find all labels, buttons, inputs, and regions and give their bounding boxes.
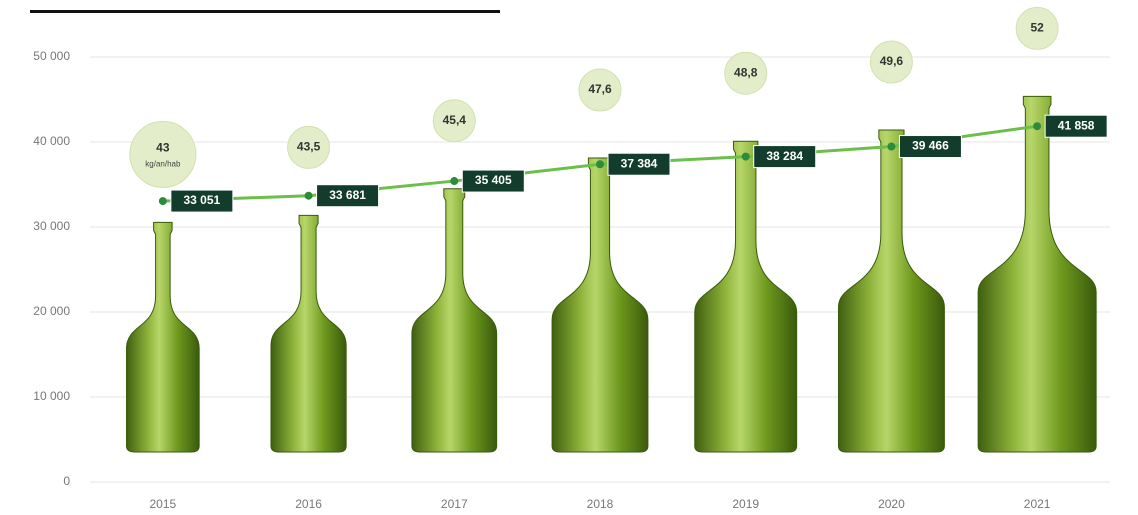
value-label: 39 466 — [912, 139, 949, 153]
y-tick-label: 30 000 — [33, 219, 70, 233]
y-tick-label: 50 000 — [33, 49, 70, 63]
bubble-label: 49,6 — [880, 54, 904, 68]
y-tick-label: 20 000 — [33, 304, 70, 318]
x-tick-label: 2020 — [878, 497, 905, 511]
y-tick-label: 0 — [63, 474, 70, 488]
bottle — [694, 140, 798, 453]
value-bubble — [1015, 6, 1059, 50]
line-point — [741, 152, 750, 161]
x-tick-label: 2018 — [587, 497, 614, 511]
value-bubble — [287, 125, 331, 169]
label-box — [753, 145, 817, 169]
value-label: 38 284 — [766, 149, 803, 163]
value-bubble — [432, 99, 476, 143]
label-box — [607, 152, 671, 176]
value-bubble — [869, 40, 913, 84]
x-tick-label: 2016 — [295, 497, 322, 511]
label-box — [170, 189, 234, 213]
bubble-label: 43,5 — [297, 140, 321, 154]
bottle — [126, 221, 200, 453]
value-bubble — [578, 68, 622, 112]
label-box — [316, 184, 380, 208]
value-label: 33 051 — [184, 193, 221, 207]
value-label: 33 681 — [329, 188, 366, 202]
title-underline — [30, 10, 500, 13]
bubble-label: 43 — [156, 141, 170, 155]
x-tick-label: 2015 — [150, 497, 177, 511]
label-box — [461, 169, 525, 193]
bottle — [551, 157, 649, 453]
y-tick-label: 10 000 — [33, 389, 70, 403]
unit-label: kg/an/hab — [145, 160, 181, 169]
value-bubble — [724, 51, 768, 95]
bottle — [411, 188, 498, 453]
label-box — [898, 135, 962, 159]
line-point — [158, 197, 167, 206]
bottle — [837, 129, 945, 453]
line-point — [450, 177, 459, 186]
bubble-label: 45,4 — [443, 113, 467, 127]
y-tick-label: 40 000 — [33, 134, 70, 148]
line-point — [304, 191, 313, 200]
x-tick-label: 2019 — [732, 497, 759, 511]
bottle — [270, 214, 347, 453]
line-point — [596, 160, 604, 169]
x-tick-label: 2017 — [441, 497, 468, 511]
bubble-label: 52 — [1030, 21, 1044, 35]
bubble-label: 47,6 — [588, 82, 612, 96]
line-point — [887, 142, 896, 151]
value-bubble — [129, 120, 197, 188]
value-label: 37 384 — [621, 156, 658, 170]
value-label: 35 405 — [475, 173, 512, 187]
line-point — [1033, 122, 1042, 131]
value-label: 41 858 — [1058, 118, 1095, 132]
x-tick-label: 2021 — [1024, 497, 1051, 511]
bottle — [977, 95, 1097, 453]
bubble-label: 48,8 — [734, 65, 758, 79]
label-box — [1044, 114, 1108, 138]
